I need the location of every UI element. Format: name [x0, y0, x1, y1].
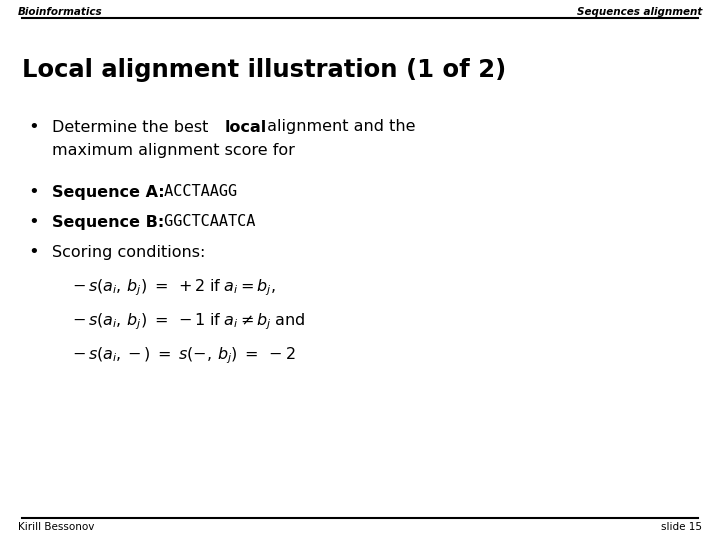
Text: $-\,s(a_i,\,b_j)\;=\;+2\;\mathrm{if}\;a_i=b_j,$: $-\,s(a_i,\,b_j)\;=\;+2\;\mathrm{if}\;a_…	[72, 278, 276, 298]
Text: •: •	[28, 213, 39, 231]
Text: local: local	[225, 119, 267, 134]
Text: maximum alignment score for: maximum alignment score for	[52, 144, 295, 159]
Text: Sequences alignment: Sequences alignment	[577, 7, 702, 17]
Text: Local alignment illustration (1 of 2): Local alignment illustration (1 of 2)	[22, 58, 506, 82]
Text: $-\,s(a_i,-)\;=\;s(-,\,b_j)\;=\;-2$: $-\,s(a_i,-)\;=\;s(-,\,b_j)\;=\;-2$	[72, 346, 295, 366]
Text: GGCTCAATCA: GGCTCAATCA	[155, 214, 256, 230]
Text: •: •	[28, 243, 39, 261]
Text: Kirill Bessonov: Kirill Bessonov	[18, 522, 94, 532]
Text: Sequence A:: Sequence A:	[52, 185, 165, 199]
Text: Determine the best: Determine the best	[52, 119, 214, 134]
Text: $-\,s(a_i,\,b_j)\;=\;-1\;\mathrm{if}\;a_i\neq b_j\;\mathrm{and}$: $-\,s(a_i,\,b_j)\;=\;-1\;\mathrm{if}\;a_…	[72, 312, 305, 332]
Text: slide 15: slide 15	[661, 522, 702, 532]
Text: ACCTAAGG: ACCTAAGG	[155, 185, 237, 199]
Text: •: •	[28, 183, 39, 201]
Text: Bioinformatics: Bioinformatics	[18, 7, 103, 17]
Text: alignment and the: alignment and the	[262, 119, 415, 134]
Text: Sequence B:: Sequence B:	[52, 214, 164, 230]
Text: •: •	[28, 118, 39, 136]
Text: Scoring conditions:: Scoring conditions:	[52, 245, 205, 260]
